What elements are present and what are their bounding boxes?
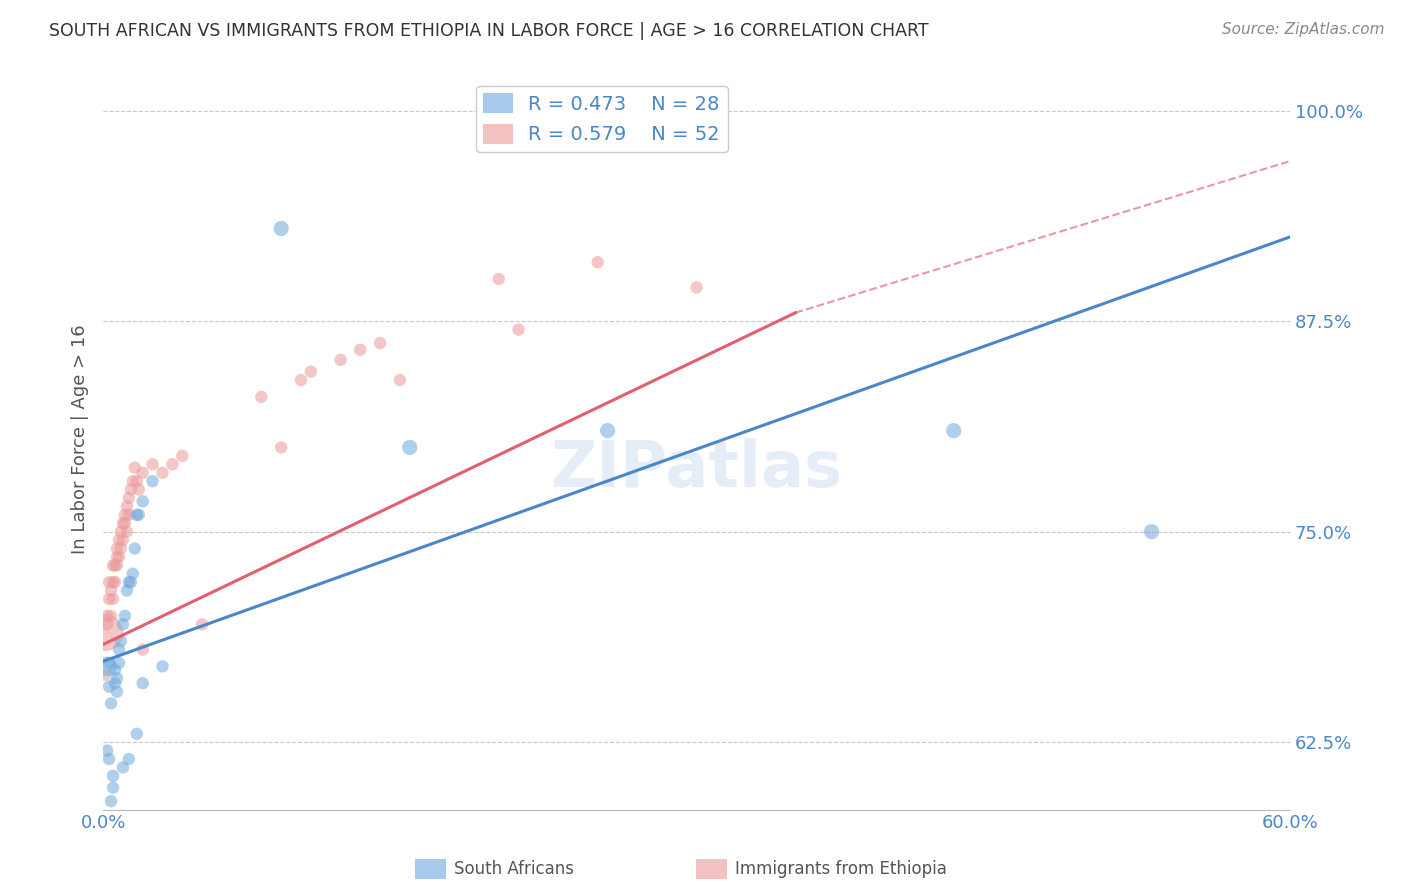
Text: South Africans: South Africans [454,860,574,878]
Point [131,642,153,657]
Point [100,608,122,623]
Point [120,575,142,590]
Point [100,845,122,859]
Point [96,617,118,632]
Point [250,390,273,404]
Point [131,676,153,690]
Point [111,533,134,547]
Point [111,617,134,632]
Point [110,634,132,648]
Point [596,424,619,438]
Text: ZIPatlas: ZIPatlas [551,438,842,500]
Point [191,617,214,632]
Text: SOUTH AFRICAN VS IMMIGRANTS FROM ETHIOPIA IN LABOR FORCE | AGE > 16 CORRELATION : SOUTH AFRICAN VS IMMIGRANTS FROM ETHIOPI… [49,22,929,40]
Point [105,671,128,685]
Point [1140,524,1163,539]
Point [111,760,134,774]
Point [508,322,530,336]
Point [108,549,131,564]
Point [94,625,117,640]
Point [104,575,127,590]
Point [114,508,136,522]
Point [398,441,420,455]
Point [108,656,131,670]
Point [105,870,128,884]
Point [104,853,127,867]
Point [101,780,124,795]
Point [105,558,128,573]
Point [108,642,131,657]
Point [96,608,118,623]
Point [94,668,117,682]
Point [488,272,510,286]
Point [128,508,150,522]
Point [368,336,391,351]
Point [142,474,165,488]
Point [120,483,142,497]
Point [98,592,121,607]
Point [96,659,118,673]
Point [101,575,124,590]
Point [98,656,121,670]
Point [125,727,148,741]
Point [104,663,127,677]
Point [125,474,148,488]
Point [290,373,312,387]
Point [131,494,153,508]
Point [115,524,138,539]
Point [118,575,141,590]
Point [100,794,122,808]
Point [105,684,128,698]
Text: Immigrants from Ethiopia: Immigrants from Ethiopia [735,860,948,878]
Point [105,541,128,556]
Point [124,460,146,475]
Point [329,352,352,367]
Point [115,583,138,598]
Point [115,500,138,514]
Point [114,516,136,531]
Point [108,533,131,547]
Point [100,697,122,711]
Point [152,659,174,673]
Point [270,441,292,455]
Point [128,483,150,497]
Legend: R = 0.473    N = 28, R = 0.579    N = 52: R = 0.473 N = 28, R = 0.579 N = 52 [475,86,727,152]
Point [110,524,132,539]
Point [142,458,165,472]
Point [124,541,146,556]
Point [98,680,121,694]
Point [110,541,132,556]
Point [586,255,609,269]
Point [125,508,148,522]
Point [299,365,322,379]
Point [111,516,134,531]
Y-axis label: In Labor Force | Age > 16: In Labor Force | Age > 16 [72,324,89,554]
Point [100,583,122,598]
Point [105,549,128,564]
Point [104,676,127,690]
Point [96,743,118,757]
Point [270,221,292,235]
Point [101,558,124,573]
Point [172,449,194,463]
Point [685,280,707,294]
Point [118,508,141,522]
Point [98,752,121,766]
Point [121,566,143,581]
Point [152,466,174,480]
Point [104,558,127,573]
Point [349,343,371,357]
Point [131,466,153,480]
Point [388,373,411,387]
Point [118,491,141,505]
Point [121,474,143,488]
Point [162,458,184,472]
Point [114,608,136,623]
Point [101,769,124,783]
Point [942,424,965,438]
Text: Source: ZipAtlas.com: Source: ZipAtlas.com [1222,22,1385,37]
Point [98,575,121,590]
Point [118,752,141,766]
Point [101,592,124,607]
